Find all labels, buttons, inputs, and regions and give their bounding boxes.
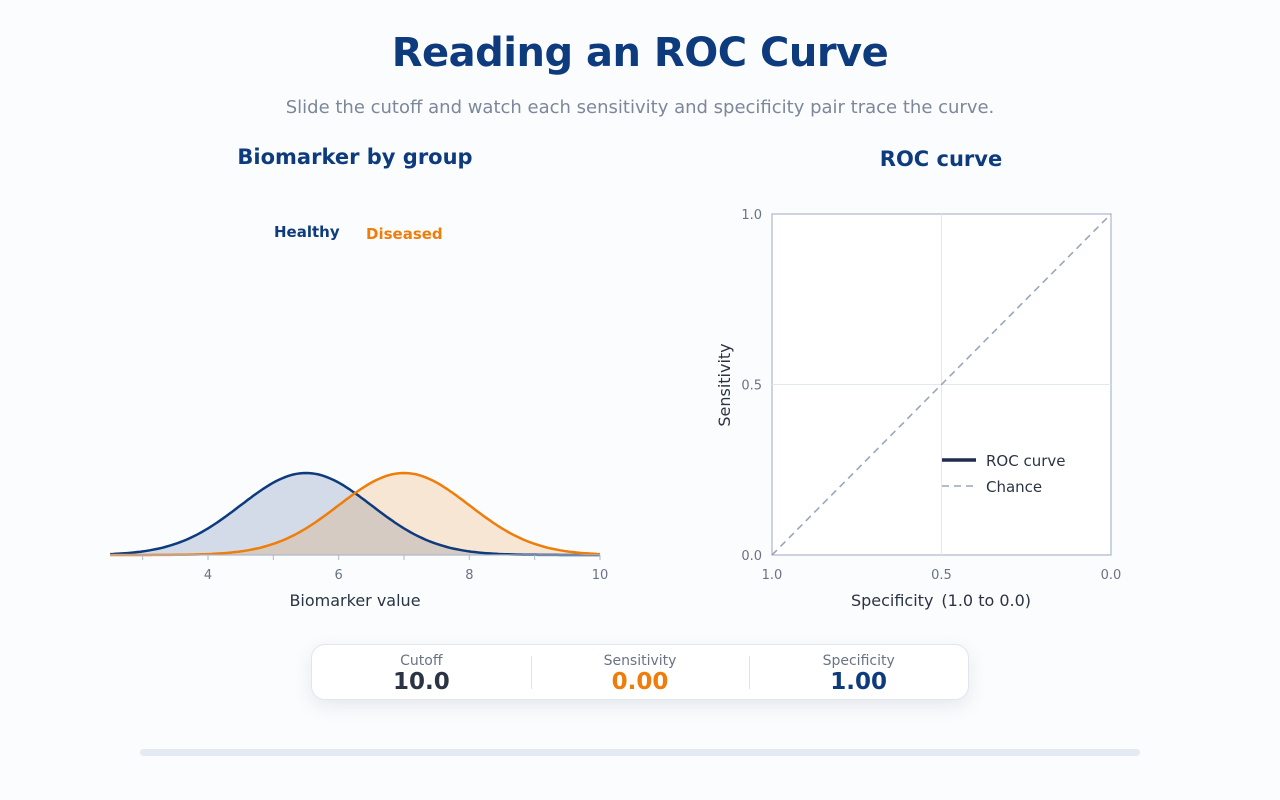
roc-chart-title: ROC curve <box>879 147 1003 171</box>
diseased-density-area <box>110 473 600 555</box>
distribution-x-tick-label: 6 <box>335 568 343 583</box>
distribution-x-axis-label: Biomarker value <box>289 591 420 610</box>
roc-x-tick-label: 1.0 <box>762 568 783 583</box>
sensitivity-value: 0.00 <box>611 669 669 695</box>
page-title: Reading an ROC Curve <box>391 30 889 76</box>
legend-roc-curve: ROC curve <box>986 452 1066 470</box>
roc-x-axis-label: Specificity (1.0 to 0.0) <box>851 591 1031 610</box>
cutoff-label: Cutoff <box>400 653 443 669</box>
roc-chart: 1.0 0.5 0.0 0.0 0.5 1.0 Specificity (1.0 to 0… <box>715 208 1121 610</box>
distribution-x-tick-label: 10 <box>592 568 609 583</box>
specificity-value: 1.00 <box>830 669 888 695</box>
cutoff-slider-track[interactable] <box>140 749 1140 756</box>
roc-x-axis-label-note: (1.0 to 0.0) <box>941 591 1031 610</box>
roc-y-tick-label: 0.0 <box>741 549 762 564</box>
roc-y-tick-label: 1.0 <box>741 208 762 223</box>
cutoff-stat: Cutoff 10.0 <box>312 645 531 699</box>
distribution-x-tick-label: 4 <box>204 568 212 583</box>
specificity-stat: Specificity 1.00 <box>749 645 968 699</box>
roc-y-axis-label: Sensitivity <box>715 343 734 426</box>
chance-line <box>771 213 1112 556</box>
roc-x-axis-label-main: Specificity <box>851 591 933 610</box>
roc-x-tick-label: 0.0 <box>1101 568 1122 583</box>
distribution-chart: 4 6 8 10 Biomarker value Healthy Diseased <box>109 223 609 610</box>
stats-card: Cutoff 10.0 Sensitivity 0.00 Specificity… <box>311 644 969 700</box>
roc-x-tick-label: 0.5 <box>931 568 952 583</box>
distribution-x-tick-label: 8 <box>465 568 473 583</box>
charts-canvas: 4 6 8 10 Biomarker value Healthy Diseased 1… <box>109 208 1121 610</box>
distribution-chart-title: Biomarker by group <box>237 145 473 169</box>
specificity-label: Specificity <box>822 653 895 669</box>
cutoff-value: 10.0 <box>392 669 450 695</box>
sensitivity-label: Sensitivity <box>603 653 677 669</box>
legend-healthy: Healthy <box>274 223 340 241</box>
legend-diseased: Diseased <box>366 225 443 243</box>
legend-chance: Chance <box>986 478 1042 496</box>
healthy-density-area <box>110 473 600 555</box>
roc-y-tick-label: 0.5 <box>741 379 762 394</box>
page-subtitle: Slide the cutoff and watch each sensitiv… <box>285 97 995 118</box>
sensitivity-stat: Sensitivity 0.00 <box>530 645 750 699</box>
